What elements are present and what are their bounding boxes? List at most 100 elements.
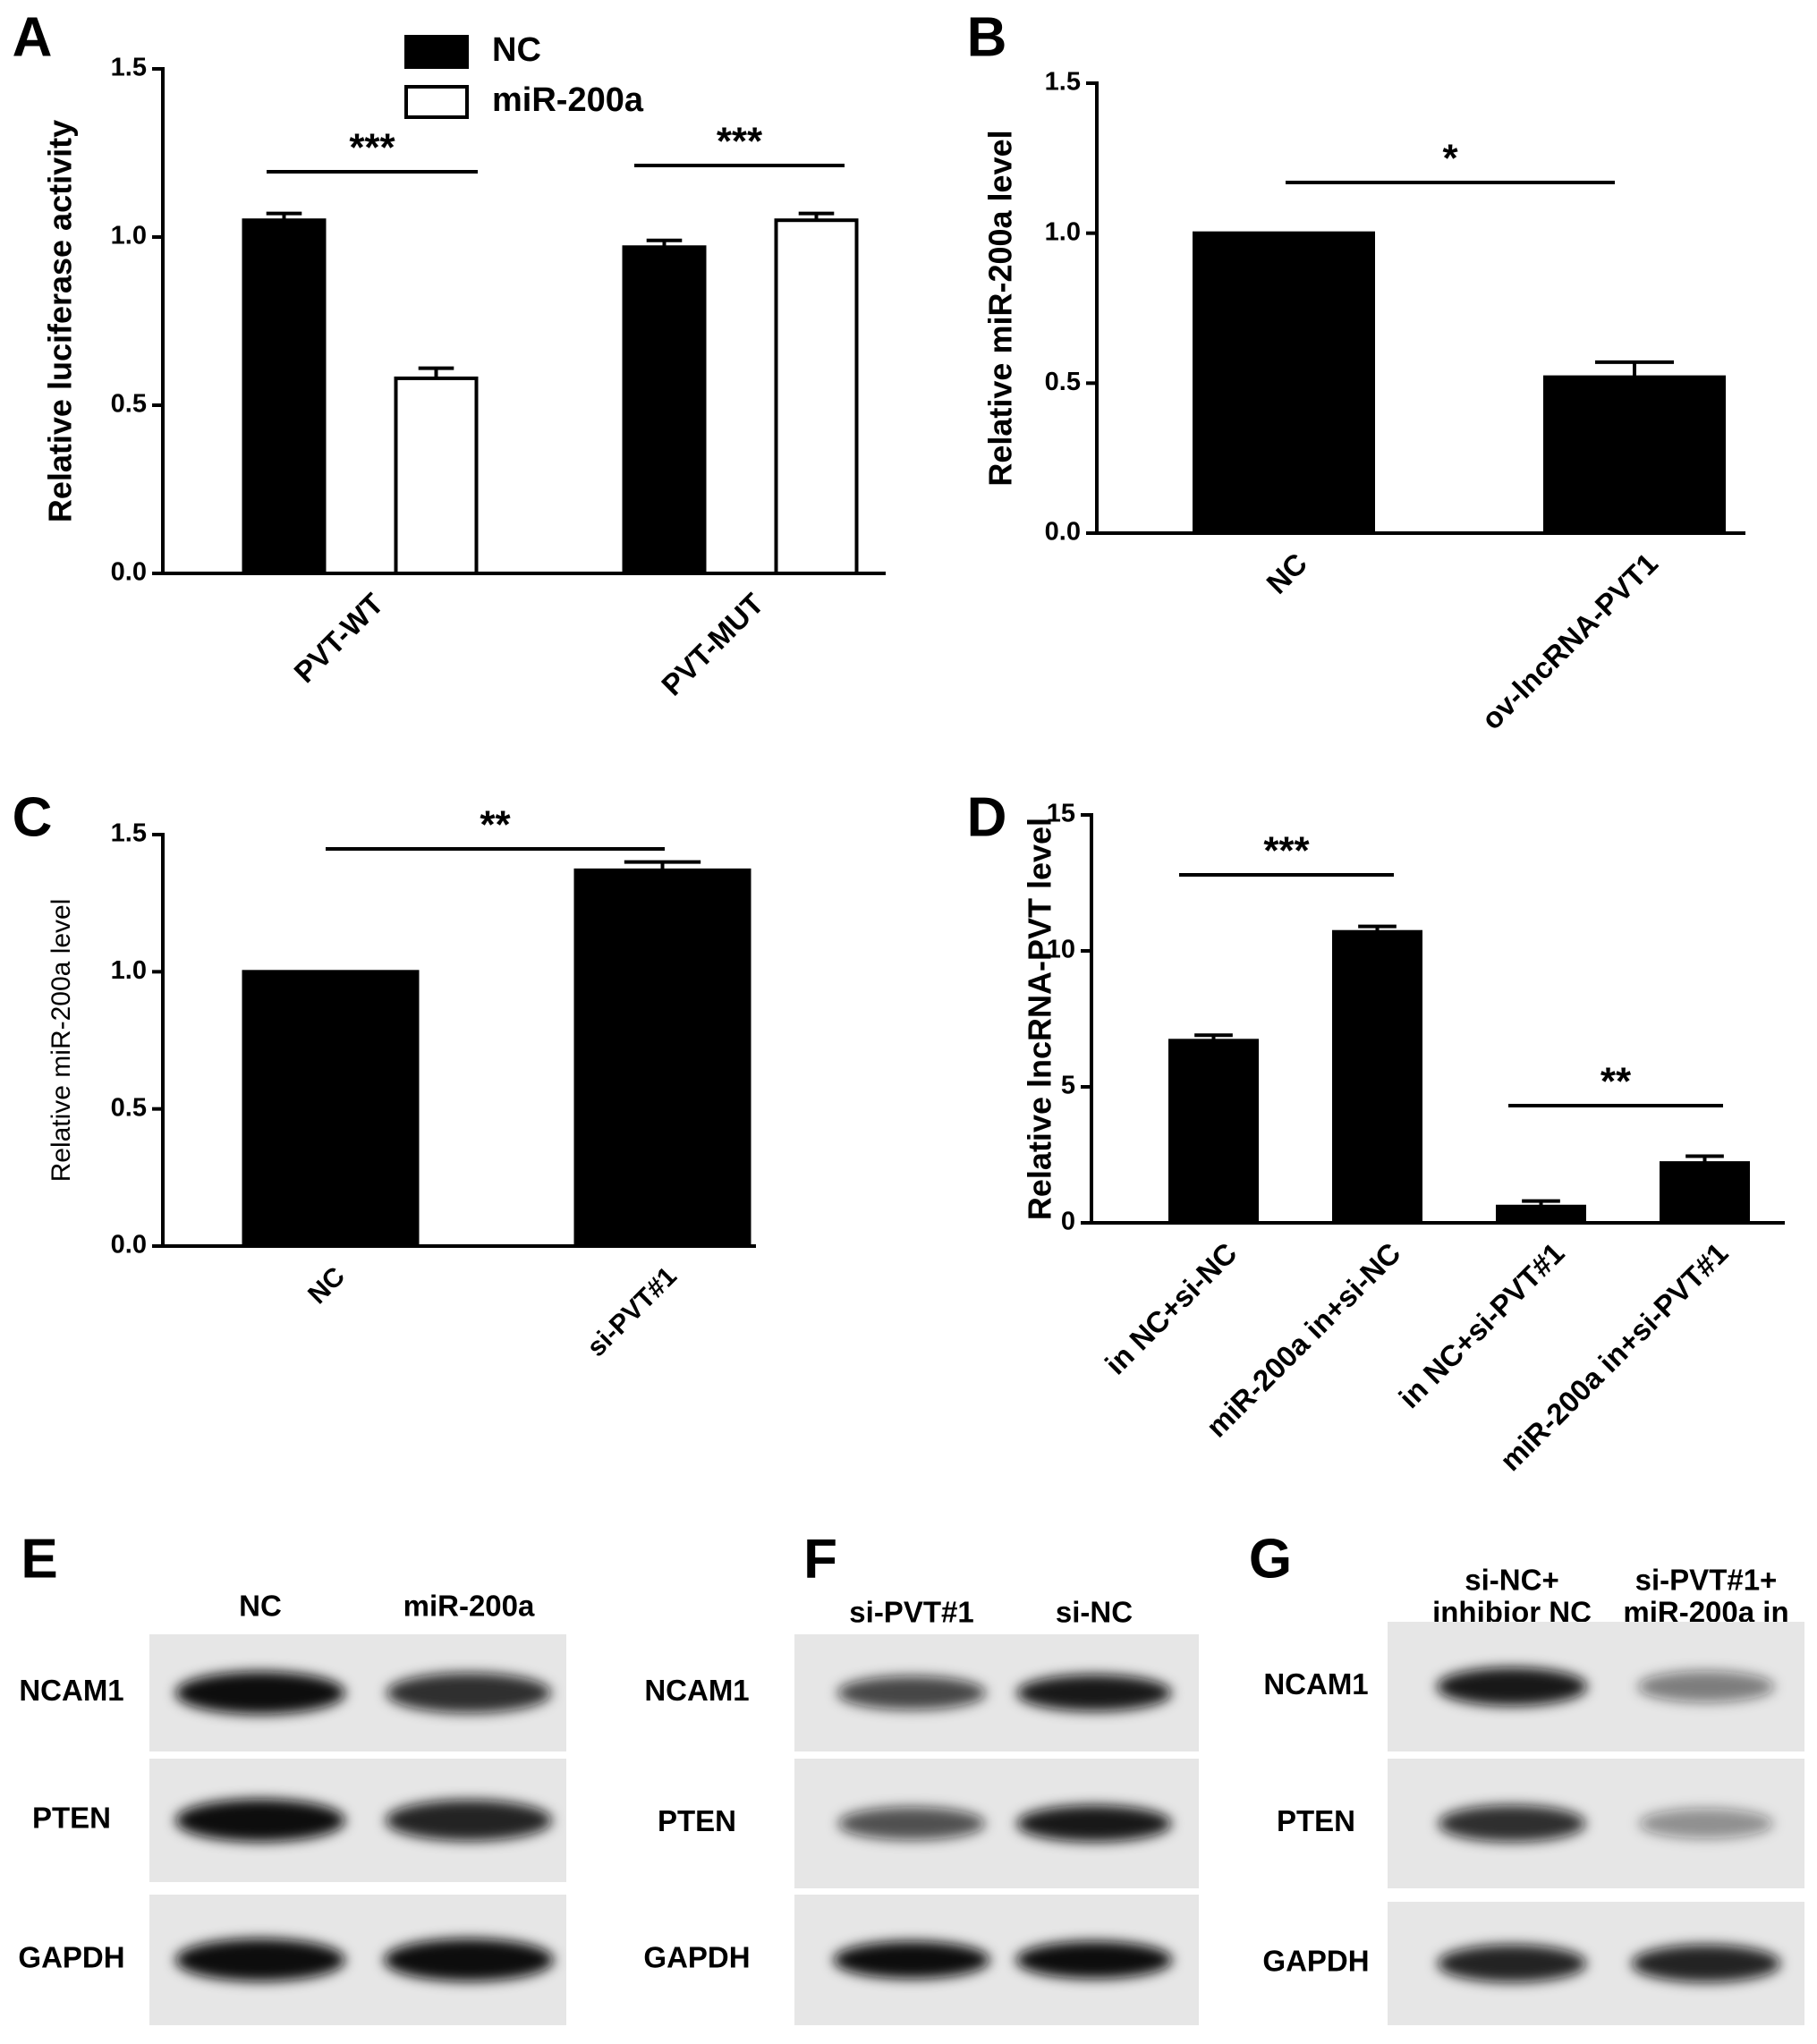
x-tick-label: si-PVT#1: [582, 1261, 683, 1362]
blot-band: [836, 1675, 987, 1710]
y-tick-label: 1.0: [111, 222, 147, 250]
y-axis-label: Relative miR-200a level: [47, 899, 76, 1183]
error-bar: [1522, 1199, 1560, 1207]
blot-band: [1016, 1804, 1172, 1843]
error-bar: [1194, 1033, 1233, 1041]
y-tick-label: 1.5: [1045, 68, 1081, 97]
y-tick-label: 0.5: [111, 390, 147, 419]
significance-label: *: [1442, 137, 1458, 181]
significance-label: ***: [1263, 829, 1310, 873]
error-bar: [798, 211, 835, 221]
blot-band: [833, 1941, 990, 1979]
significance-label: ***: [717, 120, 763, 164]
y-axis-label: Relative lncRNA-PVT level: [1022, 818, 1058, 1220]
blot-band: [175, 1671, 345, 1715]
panel-label: F: [803, 1528, 837, 1590]
error-bar: [624, 860, 701, 870]
y-tick-label: 1.0: [111, 956, 147, 985]
row-label: GAPDH: [1262, 1945, 1369, 1978]
x-tick-label: NC: [1260, 547, 1313, 600]
row-label: PTEN: [658, 1804, 736, 1837]
panel-label: E: [21, 1528, 57, 1590]
row-label: PTEN: [1277, 1804, 1355, 1837]
significance-label: ***: [349, 126, 395, 170]
panel-label: B: [967, 6, 1007, 68]
x-tick-label: in NC+si-PVT#1: [1392, 1236, 1570, 1414]
blot-band: [1437, 1944, 1587, 1983]
y-tick-label: 5: [1061, 1072, 1075, 1100]
y-tick-label: 15: [1047, 800, 1075, 828]
row-label: NCAM1: [644, 1674, 749, 1707]
y-tick-label: 10: [1047, 936, 1075, 964]
blot-band: [175, 1799, 345, 1842]
x-tick-label: ov-lncRNA-PVT1: [1475, 547, 1665, 736]
y-tick-label: 1.5: [111, 819, 147, 848]
y-tick-label: 1.0: [1045, 217, 1081, 246]
y-tick-label: 0.0: [111, 1231, 147, 1259]
legend-label: NC: [492, 31, 541, 69]
bar: [774, 218, 859, 575]
significance-label: **: [1600, 1060, 1632, 1104]
bar: [242, 970, 420, 1249]
blot-band: [1638, 1808, 1774, 1839]
lane-label: si-NC: [1056, 1596, 1133, 1629]
lane-label: si-NC+: [1465, 1564, 1558, 1597]
bar: [242, 218, 327, 575]
y-tick-label: 0.0: [1045, 518, 1081, 547]
y-tick-label: 0.5: [111, 1093, 147, 1122]
row-label: GAPDH: [18, 1941, 124, 1974]
blot-band: [1016, 1674, 1172, 1712]
bar: [1168, 1039, 1259, 1225]
bar: [1543, 375, 1726, 536]
legend-swatch: [404, 35, 469, 69]
error-bar: [266, 211, 302, 221]
y-tick-label: 1.5: [111, 54, 147, 82]
y-tick-label: 0.5: [1045, 368, 1081, 396]
y-axis-label: Relative luciferase activity: [42, 120, 79, 522]
error-bar: [1595, 360, 1674, 377]
bar: [622, 245, 707, 575]
bar: [1193, 231, 1375, 535]
blot-band: [175, 1938, 345, 1981]
x-tick-label: in NC+si-NC: [1099, 1236, 1244, 1381]
y-axis-label: Relative miR-200a level: [982, 130, 1019, 486]
lane-label: si-PVT#1+: [1635, 1564, 1778, 1597]
significance-label: **: [480, 803, 511, 847]
blot-band: [1637, 1670, 1775, 1703]
bar: [1660, 1161, 1750, 1225]
row-label: NCAM1: [1263, 1667, 1368, 1701]
error-bar: [646, 238, 683, 248]
lane-label: miR-200a: [403, 1590, 535, 1623]
row-label: PTEN: [32, 1802, 111, 1835]
panel-label: D: [967, 786, 1007, 848]
blot-band: [1436, 1667, 1588, 1707]
lane-label: si-PVT#1: [849, 1596, 973, 1629]
x-tick-label: PVT-MUT: [655, 587, 770, 702]
x-tick-label: NC: [302, 1261, 351, 1310]
bar: [573, 868, 751, 1248]
y-tick-label: 0: [1061, 1208, 1075, 1236]
panel-label: C: [13, 786, 53, 848]
bar: [394, 376, 479, 576]
error-bar: [1358, 924, 1397, 932]
legend-swatch: [404, 85, 469, 119]
x-tick-label: PVT-WT: [287, 587, 389, 689]
row-label: NCAM1: [19, 1674, 123, 1707]
lane-label: NC: [239, 1590, 282, 1623]
y-tick-label: 0.0: [111, 558, 147, 587]
row-label: GAPDH: [643, 1941, 750, 1974]
blot-band: [384, 1938, 554, 1981]
blot-band: [1631, 1944, 1781, 1983]
error-bar: [1685, 1154, 1724, 1164]
blot-band: [1015, 1941, 1173, 1979]
bar: [1496, 1204, 1586, 1226]
blot-band: [837, 1807, 986, 1840]
blot-band: [385, 1799, 553, 1842]
blot-band: [386, 1672, 552, 1714]
bar: [1332, 929, 1422, 1225]
error-bar: [418, 366, 454, 378]
panel-label: G: [1249, 1528, 1292, 1590]
legend-label: miR-200a: [492, 81, 644, 119]
panel-label: A: [13, 6, 53, 68]
